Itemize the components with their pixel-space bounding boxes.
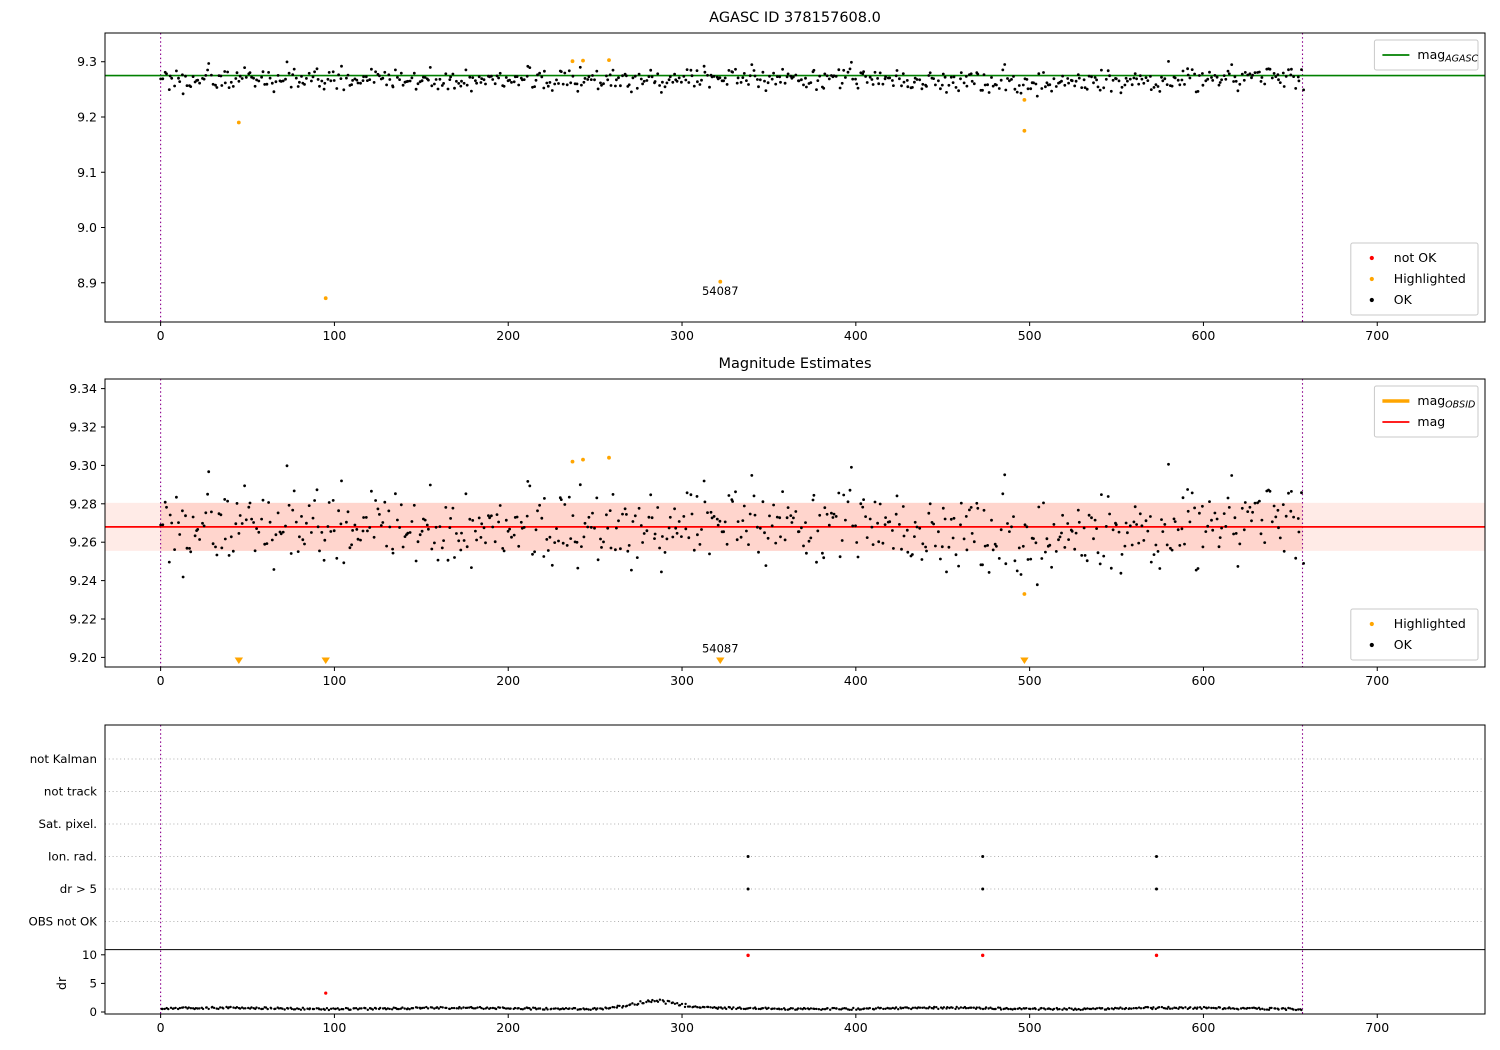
offscale-low-marker xyxy=(716,657,725,664)
legend-bottom: Highlighted OK xyxy=(1350,608,1479,661)
legend-box xyxy=(1373,385,1479,438)
flag-category-point xyxy=(981,887,985,891)
x-tick-label: 600 xyxy=(1192,328,1216,343)
flag-dr-point xyxy=(981,953,985,958)
y-tick-label: 9.28 xyxy=(69,496,97,511)
y-tick-label: 9.32 xyxy=(69,420,97,435)
x-tick-label: 400 xyxy=(844,328,868,343)
x-tick-label: 0 xyxy=(157,673,165,688)
obsid-annotation: 54087 xyxy=(702,642,739,656)
offscale-low-marker xyxy=(321,657,330,664)
highlighted-points xyxy=(570,455,1027,596)
y-tick-label: 9.20 xyxy=(69,650,97,665)
category-label: not track xyxy=(44,785,97,799)
legend-label: Highlighted xyxy=(1394,271,1466,286)
x-tick-label: 500 xyxy=(1018,673,1042,688)
dr-axis-label: dr xyxy=(54,976,69,990)
axes-frame xyxy=(104,32,1486,323)
offscale-low-marker xyxy=(234,657,244,664)
y-tick-label: 9.30 xyxy=(69,458,97,473)
legend-label: Highlighted xyxy=(1394,616,1466,631)
legend-bottom: not OK Highlighted OK xyxy=(1350,242,1479,316)
category-label: Sat. pixel. xyxy=(38,817,97,831)
x-tick-label: 100 xyxy=(322,673,346,688)
dr-tick-label: 0 xyxy=(89,1005,97,1019)
category-label: not Kalman xyxy=(30,752,97,766)
y-tick-label: 9.1 xyxy=(77,165,97,180)
x-tick-label: 300 xyxy=(670,673,694,688)
x-tick-label: 700 xyxy=(1365,328,1389,343)
legend-label: not OK xyxy=(1394,250,1437,265)
flag-category-point xyxy=(1155,855,1159,858)
x-tick-label: 200 xyxy=(496,673,520,688)
x-tick-label: 0 xyxy=(157,1020,165,1035)
x-tick-label: 600 xyxy=(1192,1020,1216,1035)
y-tick-label: 8.9 xyxy=(77,275,97,290)
x-tick-label: 700 xyxy=(1365,1020,1389,1035)
legend-swatch-dot xyxy=(1369,255,1374,261)
x-tick-label: 700 xyxy=(1365,673,1389,688)
y-tick-label: 9.3 xyxy=(77,54,97,69)
y-tick-label: 9.34 xyxy=(69,381,97,396)
not-ok-point xyxy=(324,991,328,995)
legend-swatch-dot xyxy=(1369,642,1374,648)
dr-trace-points xyxy=(160,998,1303,1012)
x-tick-label: 500 xyxy=(1018,328,1042,343)
legend-swatch-dot xyxy=(1369,297,1374,303)
category-label: OBS not OK xyxy=(28,915,97,929)
chart-title: AGASC ID 378157608.0 xyxy=(709,10,881,26)
legend-top: magAGASC xyxy=(1373,39,1479,71)
category-label: Ion. rad. xyxy=(48,850,97,864)
legend-swatch-dot xyxy=(1369,621,1374,627)
x-tick-label: 100 xyxy=(322,1020,346,1035)
flag-dr-point xyxy=(1154,953,1159,958)
x-tick-label: 300 xyxy=(670,328,694,343)
obsid-annotation: 54087 xyxy=(702,284,739,298)
x-tick-label: 300 xyxy=(670,1020,694,1035)
x-tick-label: 100 xyxy=(322,328,346,343)
x-tick-label: 500 xyxy=(1018,1020,1042,1035)
flag-category-point xyxy=(746,887,750,891)
legend-label: OK xyxy=(1394,637,1413,652)
flag-points xyxy=(324,855,1159,995)
highlighted-points xyxy=(236,58,1027,301)
legend-label: OK xyxy=(1394,292,1413,307)
subplot-magnitude-estimates: 54087 0 100 200 300 400 500 600 700 9.20 9.22 9.24 9… xyxy=(69,356,1486,688)
category-label: dr > 5 xyxy=(60,882,97,896)
legend-label: mag xyxy=(1417,414,1445,429)
flag-dr-point xyxy=(746,953,750,958)
flag-category-point xyxy=(746,855,750,858)
legend-swatch-dot xyxy=(1369,276,1374,282)
ok-points xyxy=(159,462,1305,587)
x-tick-label: 600 xyxy=(1192,673,1216,688)
dr-tick-label: 5 xyxy=(89,976,97,990)
y-tick-label: 9.22 xyxy=(69,612,97,627)
offscale-low-marker xyxy=(1020,657,1029,664)
legend-box xyxy=(1373,39,1479,71)
flag-category-point xyxy=(1155,887,1159,891)
legend-box xyxy=(1350,608,1479,661)
dr-tick-label: 10 xyxy=(82,948,97,962)
x-tick-label: 200 xyxy=(496,1020,520,1035)
chart-title: Magnitude Estimates xyxy=(718,356,871,372)
flag-category-point xyxy=(981,855,985,858)
y-tick-label: 9.0 xyxy=(77,220,97,235)
ok-points xyxy=(159,60,1305,98)
subplot-agasc-overview: 54087 0 100 200 300 400 500 600 700 8.9 9.0 9.1 9.2 9… xyxy=(77,10,1486,343)
y-tick-label: 9.2 xyxy=(77,109,97,124)
axes-frame xyxy=(104,724,1486,1015)
axes-frame xyxy=(104,378,1486,668)
x-tick-label: 200 xyxy=(496,328,520,343)
y-tick-label: 9.26 xyxy=(69,535,97,550)
legend-box xyxy=(1350,242,1479,316)
x-tick-label: 0 xyxy=(157,328,165,343)
x-tick-label: 400 xyxy=(844,673,868,688)
y-tick-label: 9.24 xyxy=(69,573,97,588)
x-tick-label: 400 xyxy=(844,1020,868,1035)
subplot-quality-flags: not Kalman not track Sat. pixel. Ion. rad. d… xyxy=(28,724,1486,1035)
